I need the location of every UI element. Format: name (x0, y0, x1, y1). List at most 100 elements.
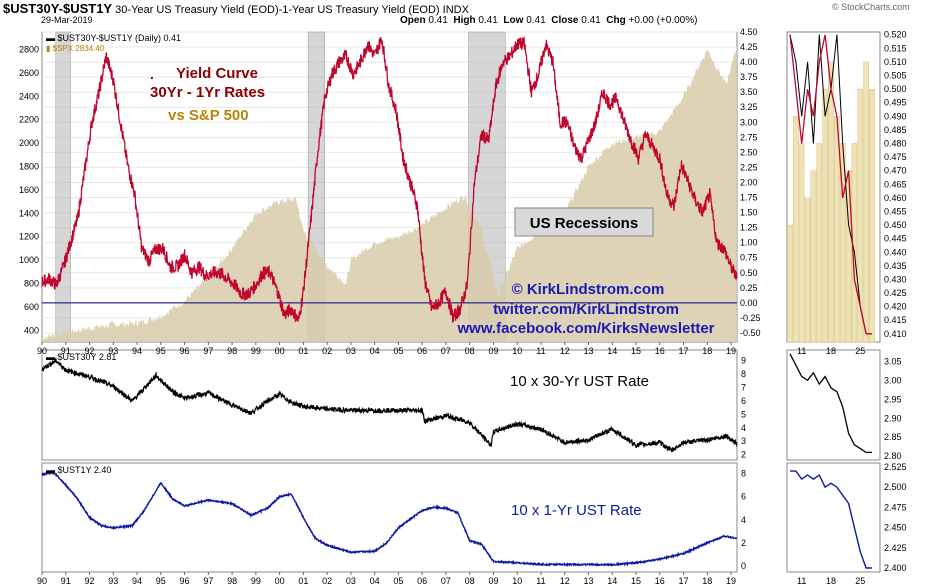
chg-value: +0.00 (+0.00%) (628, 15, 698, 26)
zoom-spread-tick-label: 0.490 (884, 111, 907, 121)
x-tick-label: 06 (417, 576, 427, 586)
x-tick-label: 11 (536, 346, 545, 356)
zoom-spread-tick-label: 0.495 (884, 98, 907, 108)
left-axis-tick-label: 1000 (19, 255, 39, 265)
ohlc-readout: Open 0.41 High 0.41 Low 0.41 Close 0.41 … (400, 15, 697, 26)
x-tick-label: 10 (512, 346, 522, 356)
ust30y-panel-frame (41, 349, 738, 461)
high-label: High (453, 15, 476, 26)
right-axis-tick-label: 3.75 (740, 72, 758, 82)
right-axis-tick-label: 3.50 (740, 87, 758, 97)
zoom-ust1y-line (790, 470, 872, 569)
zoom-spx-bar (863, 61, 869, 343)
x-tick-label: 15 (631, 346, 641, 356)
x-tick-label: 92 (85, 576, 95, 586)
right-axis-tick-label: 4.50 (740, 27, 758, 37)
zoom-spread-tick-label: 0.505 (884, 71, 907, 81)
x-tick-label: 99 (251, 346, 261, 356)
left-axis-tick-label: 400 (24, 325, 39, 335)
x-tick-label: 03 (346, 576, 356, 586)
close-value: 0.41 (581, 15, 601, 26)
chart-title: Yield Curve (176, 65, 258, 82)
x-tick-label: 02 (322, 576, 332, 586)
ust30y-axis-tick-label: 4 (741, 423, 746, 433)
left-axis-tick-label: 600 (24, 302, 39, 312)
x-tick-label: 14 (607, 576, 617, 586)
date-label: 29-Mar-2019 (41, 15, 93, 25)
x-tick-label: 06 (417, 346, 427, 356)
zoom-spread-tick-label: 0.450 (884, 220, 907, 230)
ust30y-axis-tick-label: 6 (741, 396, 746, 406)
x-tick-label: 07 (441, 576, 451, 586)
x-tick-label: 00 (275, 346, 285, 356)
x-tick-label: 94 (132, 346, 142, 356)
x-tick-label: 15 (631, 576, 641, 586)
right-axis-tick-label: 1.75 (740, 193, 758, 203)
ust1y-axis-tick-label: 4 (741, 515, 746, 525)
left-axis-tick-label: 2400 (19, 91, 39, 101)
right-axis-tick-label: 4.00 (740, 57, 758, 67)
x-tick-label: 97 (203, 346, 213, 356)
left-axis-tick-label: 2000 (19, 138, 39, 148)
left-axis-tick-label: 2200 (19, 115, 39, 125)
right-axis-tick-label: 0.00 (740, 298, 758, 308)
ust30y-line (41, 358, 738, 453)
right-axis-tick-label: 2.75 (740, 132, 758, 142)
spread-line (41, 36, 738, 323)
zoom-x-tick-label: 18 (826, 576, 836, 586)
x-tick-label: 08 (465, 346, 475, 356)
ust1y-axis-tick-label: 0 (741, 561, 746, 571)
zoom-spread-tick-label: 0.465 (884, 179, 907, 189)
recessions-label-box (514, 207, 654, 237)
zoom-spread-tick-label: 0.425 (884, 288, 907, 298)
chart-subtitle: 30Yr - 1Yr Rates (150, 84, 265, 101)
right-axis-tick-label: 3.25 (740, 102, 758, 112)
right-axis-tick-label: 0.50 (740, 268, 758, 278)
zoom-ust1y-tick-label: 2.500 (884, 482, 907, 492)
x-tick-label: 16 (655, 576, 665, 586)
right-axis-tick-label: 2.50 (740, 147, 758, 157)
ust30y-axis-tick-label: 5 (741, 409, 746, 419)
x-tick-label: 17 (679, 576, 689, 586)
right-axis-tick-label: 2.25 (740, 162, 758, 172)
x-tick-label: 97 (203, 576, 213, 586)
ust1y-line (41, 469, 738, 568)
ust1y-axis-tick-label: 2 (741, 538, 746, 548)
x-tick-label: 11 (536, 576, 545, 586)
x-tick-label: 01 (298, 576, 308, 586)
zoom-ust1y-tick-label: 2.525 (884, 462, 907, 472)
x-tick-label: 09 (488, 576, 498, 586)
left-axis-tick-label: 1800 (19, 162, 39, 172)
spx-legend: ▮ $SPX 2834.40 (46, 44, 105, 53)
ust1y-legend: ▬ $UST1Y 2.40 (46, 465, 111, 475)
x-tick-label: 95 (156, 346, 166, 356)
x-tick-label: 94 (132, 576, 142, 586)
left-axis-tick-label: 1600 (19, 185, 39, 195)
ust1y-axis-tick-label: 6 (741, 492, 746, 502)
right-axis-tick-label: 1.00 (740, 238, 758, 248)
x-tick-label: 93 (108, 346, 118, 356)
zoom-spx-bar (798, 143, 805, 343)
zoom-spread-tick-label: 0.430 (884, 274, 907, 284)
zoom-spx-bar (793, 116, 799, 343)
zoom-ust1y-tick-label: 2.425 (884, 543, 907, 553)
right-axis-tick-label: 4.25 (740, 42, 758, 52)
x-tick-label: 05 (393, 346, 403, 356)
zoom-spread-tick-label: 0.435 (884, 261, 907, 271)
x-tick-label: 02 (322, 346, 332, 356)
x-tick-label: 12 (560, 346, 570, 356)
stockcharts-credit: © StockCharts.com (832, 2, 910, 12)
zoom-x-tick-label: 25 (855, 576, 865, 586)
zoom-x-tick-label: 11 (797, 346, 806, 356)
x-tick-label: 90 (37, 576, 47, 586)
x-tick-label: 91 (61, 346, 71, 356)
facebook-label: www.facebook.com/KirksNewsletter (456, 320, 714, 337)
zoom-spx-bar (810, 170, 817, 343)
zoom-spread-tick-label: 0.455 (884, 206, 907, 216)
x-tick-label: 04 (370, 576, 380, 586)
x-tick-label: 16 (655, 346, 665, 356)
x-tick-label: 93 (108, 576, 118, 586)
zoom-spx-bar (869, 88, 875, 343)
zoom-spx-bar (828, 61, 834, 343)
left-axis-tick-label: 2600 (19, 68, 39, 78)
